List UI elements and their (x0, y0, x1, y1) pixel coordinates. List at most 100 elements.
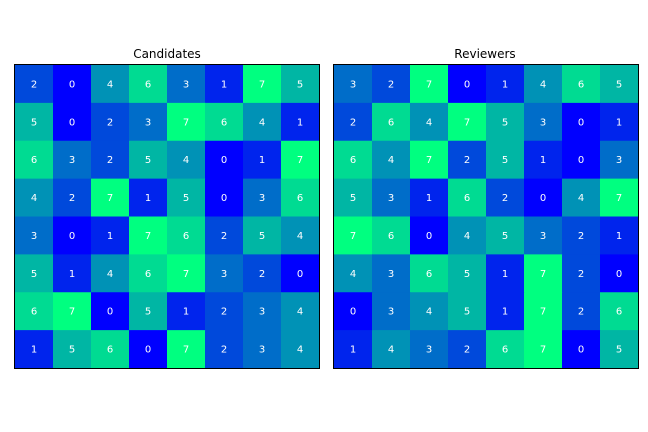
reviewers-cell-label-r2-c2: 7 (426, 155, 432, 166)
candidates-cell-r1-c7 (281, 102, 320, 142)
reviewers-cell-label-r6-c0: 0 (350, 307, 356, 318)
candidates-cell-r1-c0 (15, 102, 54, 142)
reviewers-cell-label-r4-c6: 2 (578, 231, 584, 242)
reviewers-cell-label-r5-c7: 0 (616, 269, 622, 280)
candidates-cell-r0-c2 (91, 65, 130, 104)
candidates-cell-r7-c3 (129, 330, 168, 369)
reviewers-cell-label-r5-c4: 1 (502, 269, 508, 280)
reviewers-cell-r3-c7 (600, 178, 639, 217)
candidates-cell-r5-c3 (129, 254, 168, 293)
reviewers-cell-label-r3-c1: 3 (388, 193, 394, 204)
candidates-cell-label-r5-c2: 4 (107, 269, 113, 280)
candidates-cell-label-r7-c4: 7 (183, 345, 189, 356)
candidates-cell-r5-c5 (205, 254, 244, 293)
candidates-cell-r7-c4 (167, 330, 206, 369)
reviewers-cell-label-r5-c0: 4 (350, 269, 356, 280)
reviewers-panel-title: Reviewers (454, 47, 515, 61)
reviewers-cell-r5-c3 (448, 254, 487, 293)
candidates-cell-r6-c1 (53, 292, 92, 331)
candidates-cell-label-r2-c2: 2 (107, 155, 113, 166)
candidates-cell-r4-c6 (243, 216, 282, 255)
reviewers-cell-label-r4-c3: 4 (464, 231, 470, 242)
reviewers-cell-r7-c0 (334, 330, 373, 369)
candidates-cell-r3-c0 (15, 178, 54, 217)
reviewers-cell-r2-c6 (562, 140, 601, 180)
reviewers-cell-r5-c1 (372, 254, 411, 293)
candidates-cell-r3-c6 (243, 178, 282, 217)
reviewers-cell-r7-c3 (448, 330, 487, 369)
candidates-cell-r2-c4 (167, 140, 206, 180)
candidates-cell-label-r2-c7: 7 (297, 155, 303, 166)
candidates-cell-label-r4-c5: 2 (221, 231, 227, 242)
reviewers-cell-label-r7-c0: 1 (350, 345, 356, 356)
reviewers-cell-label-r1-c2: 4 (426, 117, 432, 128)
reviewers-cell-r3-c6 (562, 178, 601, 217)
candidates-cell-label-r3-c6: 3 (259, 193, 265, 204)
reviewers-cell-r6-c1 (372, 292, 411, 331)
candidates-cell-label-r5-c0: 5 (31, 269, 37, 280)
candidates-cells: 2 0 4 6 3 1 7 5 5 0 2 3 7 6 4 1 6 3 2 5 4 0 1 7 4 2 7 1 5 0 3 6 3 0 1 7 6 2 5 4… (15, 65, 320, 369)
candidates-cell-r5-c7 (281, 254, 320, 293)
candidates-cell-r6-c7 (281, 292, 320, 331)
reviewers-cell-label-r7-c5: 7 (540, 345, 546, 356)
candidates-cell-r4-c3 (129, 216, 168, 255)
reviewers-cell-r5-c5 (524, 254, 563, 293)
candidates-cell-label-r4-c3: 7 (145, 231, 151, 242)
reviewers-cell-label-r7-c2: 3 (426, 345, 432, 356)
candidates-cell-label-r6-c3: 5 (145, 307, 151, 318)
reviewers-cell-r0-c4 (486, 65, 525, 104)
candidates-cell-label-r7-c1: 5 (69, 345, 75, 356)
candidates-cell-label-r2-c6: 1 (259, 155, 265, 166)
candidates-cell-label-r3-c1: 2 (69, 193, 75, 204)
reviewers-cell-r5-c6 (562, 254, 601, 293)
reviewers-cell-label-r6-c1: 3 (388, 307, 394, 318)
reviewers-cell-label-r5-c6: 2 (578, 269, 584, 280)
reviewers-cell-r5-c4 (486, 254, 525, 293)
reviewers-cell-label-r1-c7: 1 (616, 117, 622, 128)
reviewers-cell-label-r2-c3: 2 (464, 155, 470, 166)
candidates-cell-label-r1-c4: 7 (183, 117, 189, 128)
candidates-cell-r2-c3 (129, 140, 168, 180)
candidates-cell-label-r1-c0: 5 (31, 117, 37, 128)
candidates-panel-title: Candidates (133, 47, 201, 61)
candidates-cell-r0-c5 (205, 65, 244, 104)
candidates-cell-label-r2-c3: 5 (145, 155, 151, 166)
candidates-cell-label-r3-c2: 7 (107, 193, 113, 204)
candidates-cell-label-r3-c4: 5 (183, 193, 189, 204)
candidates-cell-r0-c7 (281, 65, 320, 104)
reviewers-cell-label-r0-c2: 7 (426, 79, 432, 90)
candidates-cell-label-r5-c3: 6 (145, 269, 151, 280)
reviewers-cell-label-r4-c2: 0 (426, 231, 432, 242)
reviewers-cell-label-r7-c3: 2 (464, 345, 470, 356)
candidates-cell-label-r3-c3: 1 (145, 193, 151, 204)
candidates-cell-label-r0-c0: 2 (31, 79, 37, 90)
reviewers-cell-r0-c3 (448, 65, 487, 104)
reviewers-cell-r1-c6 (562, 102, 601, 142)
reviewers-cell-r3-c0 (334, 178, 373, 217)
candidates-cell-label-r1-c2: 2 (107, 117, 113, 128)
reviewers-cell-r6-c7 (600, 292, 639, 331)
candidates-cell-r5-c0 (15, 254, 54, 293)
reviewers-cell-r3-c4 (486, 178, 525, 217)
candidates-cell-r4-c1 (53, 216, 92, 255)
reviewers-cell-r4-c6 (562, 216, 601, 255)
reviewers-cell-r2-c4 (486, 140, 525, 180)
candidates-cell-label-r2-c1: 3 (69, 155, 75, 166)
reviewers-frame (333, 64, 639, 369)
reviewers-cell-label-r0-c6: 6 (578, 79, 584, 90)
reviewers-cell-r0-c5 (524, 65, 563, 104)
reviewers-cells: 3 2 7 0 1 4 6 5 2 6 4 7 5 3 0 1 6 4 7 2 5 1 0 3 5 3 1 6 2 0 4 7 7 6 0 4 5 3 2 1… (334, 65, 639, 369)
reviewers-cell-r2-c5 (524, 140, 563, 180)
reviewers-cell-label-r7-c6: 0 (578, 345, 584, 356)
reviewers-cell-label-r1-c0: 2 (350, 117, 356, 128)
reviewers-cell-r6-c0 (334, 292, 373, 331)
candidates-cell-r2-c2 (91, 140, 130, 180)
candidates-cell-label-r7-c0: 1 (31, 345, 37, 356)
reviewers-cell-r4-c4 (486, 216, 525, 255)
reviewers-cell-label-r1-c4: 5 (502, 117, 508, 128)
reviewers-cell-r4-c3 (448, 216, 487, 255)
candidates-cell-r5-c2 (91, 254, 130, 293)
candidates-cell-r3-c4 (167, 178, 206, 217)
candidates-cell-r3-c7 (281, 178, 320, 217)
